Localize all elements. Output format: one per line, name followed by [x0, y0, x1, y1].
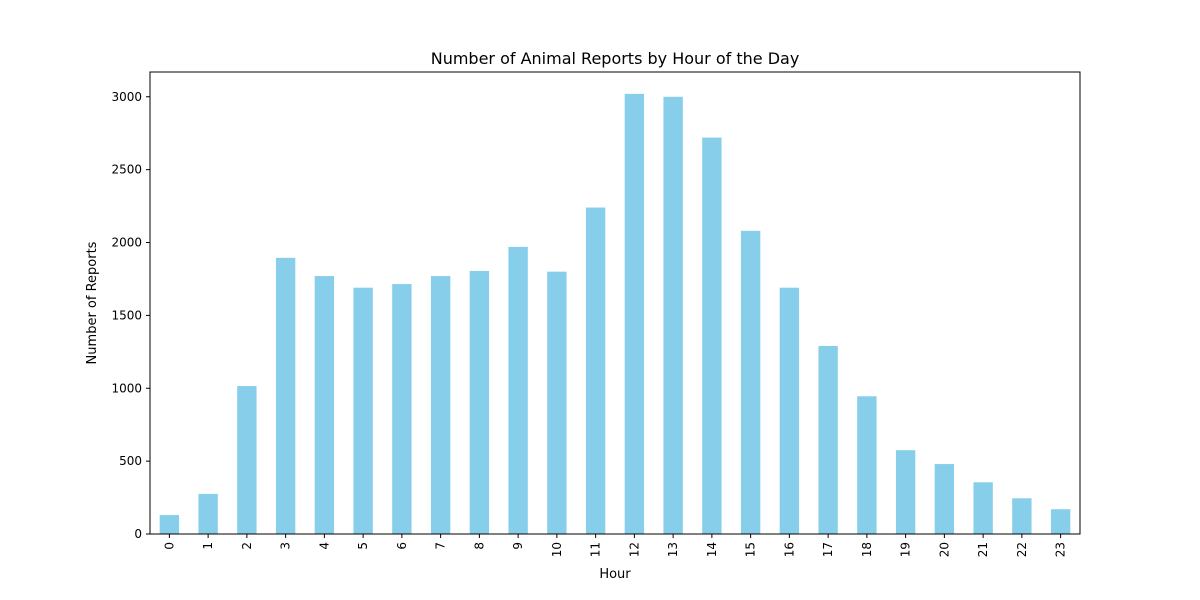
plot-frame: [149, 71, 1081, 535]
x-tick-label: 2: [240, 542, 254, 550]
bar-hour-17: [818, 345, 838, 534]
x-tick-label: 11: [589, 542, 603, 557]
x-tick-label: 12: [627, 542, 641, 557]
bars-layer: [159, 93, 1071, 535]
bar-hour-12: [624, 93, 645, 534]
bar-hour-6: [392, 284, 412, 534]
y-tick-label: 2500: [111, 163, 142, 177]
bar-hour-14: [702, 137, 722, 534]
x-tick-label: 16: [782, 542, 796, 557]
x-tick-label: 14: [705, 542, 719, 557]
bar-hour-19: [895, 450, 916, 534]
bar-hour-10: [547, 271, 567, 534]
y-tick-label: 2000: [111, 236, 142, 250]
y-tick-label: 3000: [111, 90, 142, 104]
x-tick-label: 6: [395, 542, 409, 550]
bar-hour-16: [779, 287, 800, 534]
bar-hour-21: [973, 482, 993, 534]
x-tick-label: 15: [744, 542, 758, 557]
bar-hour-22: [1012, 498, 1032, 534]
bar-hour-11: [585, 207, 606, 534]
bar-hour-13: [663, 96, 683, 534]
x-tick-label: 20: [937, 542, 951, 557]
x-tick-label: 1: [201, 542, 215, 550]
bar-hour-4: [314, 276, 335, 534]
y-tick-label: 1500: [111, 308, 142, 322]
y-axis: 0 500 1000 1500 2000 2500 3000: [111, 90, 150, 541]
x-axis: 0 1 2 3 4 5 6 7 8 9 10 11 12 13 14 15 16 17 18 19 20 21 22 23: [162, 534, 1068, 557]
bar-hour-5: [353, 287, 373, 534]
x-tick-label: 13: [666, 542, 680, 557]
bar-hour-8: [469, 270, 490, 534]
x-tick-label: 18: [860, 542, 874, 557]
bar-hour-3: [275, 257, 296, 534]
x-tick-label: 3: [279, 542, 293, 550]
bar-hour-20: [934, 464, 955, 534]
x-tick-label: 21: [976, 542, 990, 557]
x-tick-label: 10: [550, 542, 564, 557]
x-tick-label: 23: [1054, 542, 1068, 557]
bar-hour-1: [198, 493, 218, 534]
x-tick-label: 0: [162, 542, 176, 550]
x-axis-label: Hour: [599, 567, 631, 582]
bar-hour-18: [857, 396, 877, 534]
y-tick-label: 0: [134, 527, 142, 541]
chart-title: Number of Animal Reports by Hour of the …: [431, 49, 800, 68]
x-tick-label: 5: [356, 542, 370, 550]
y-tick-label: 500: [119, 454, 142, 468]
bar-hour-9: [508, 246, 528, 534]
bar-hour-23: [1050, 509, 1071, 534]
bar-hour-0: [159, 515, 180, 534]
bar-hour-7: [430, 276, 451, 534]
x-tick-label: 7: [434, 542, 448, 550]
x-tick-label: 17: [821, 542, 835, 557]
bar-hour-15: [740, 230, 761, 535]
x-tick-label: 4: [317, 542, 331, 550]
y-axis-label: Number of Reports: [85, 241, 100, 364]
x-tick-label: 22: [1015, 542, 1029, 557]
y-tick-label: 1000: [111, 381, 142, 395]
x-tick-label: 19: [899, 542, 913, 557]
bar-hour-2: [237, 386, 257, 534]
x-tick-label: 8: [472, 542, 486, 550]
x-tick-label: 9: [511, 542, 525, 550]
